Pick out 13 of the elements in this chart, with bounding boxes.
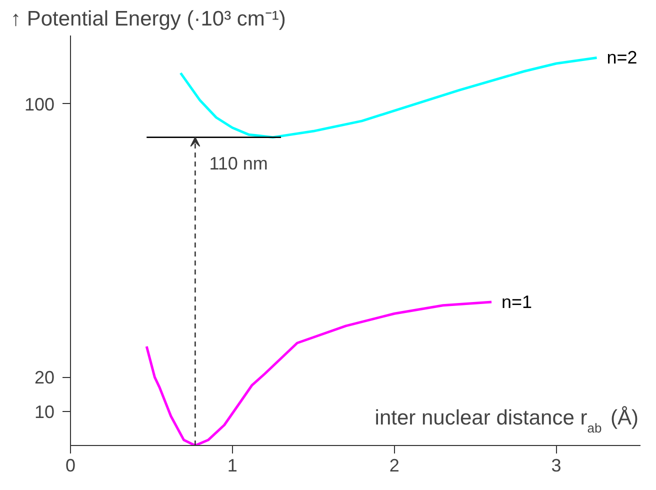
y-tick-label: 10 bbox=[34, 402, 55, 422]
x-tick-label: 2 bbox=[389, 456, 400, 476]
x-tick-label: 0 bbox=[65, 456, 76, 476]
y-axis-title: ↑ Potential Energy (·10³ cm⁻¹) bbox=[10, 8, 286, 30]
x-tick-label: 3 bbox=[551, 456, 562, 476]
line-series bbox=[179, 56, 598, 139]
line-series bbox=[145, 300, 493, 446]
series-label: n=2 bbox=[606, 48, 638, 68]
series-label: n=1 bbox=[502, 292, 532, 312]
annotation: 110 nm bbox=[209, 153, 268, 174]
y-tick-label: 100 bbox=[24, 94, 55, 114]
y-tick-label: 20 bbox=[34, 368, 55, 388]
x-tick-label: 1 bbox=[227, 456, 238, 476]
